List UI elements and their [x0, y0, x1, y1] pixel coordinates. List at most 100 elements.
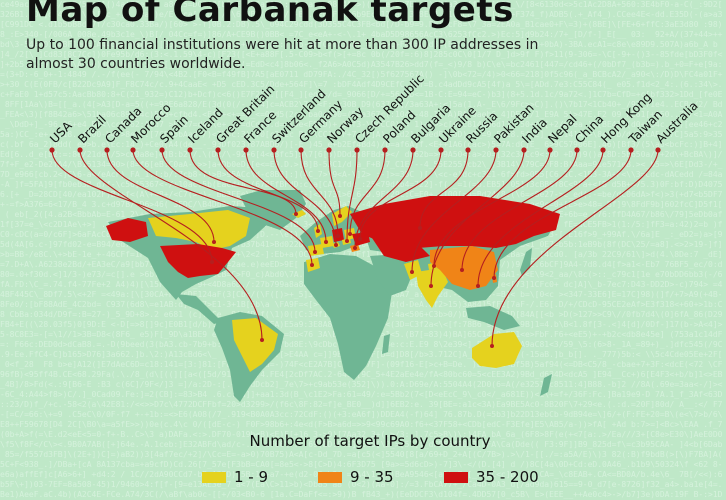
- land-japan: [520, 248, 532, 276]
- country-label-usa: USA: [47, 118, 75, 146]
- country-label-china: China: [572, 112, 606, 146]
- country-brazil: [232, 318, 278, 372]
- target-dot-czech-republic: [345, 239, 349, 243]
- leader-dot-brazil: [77, 147, 83, 153]
- target-dot-usa: [210, 260, 214, 264]
- leader-dot-india: [521, 147, 527, 153]
- target-dot-poland: [348, 232, 352, 236]
- leader-line-brazil: [79, 149, 263, 341]
- target-dot-great-britain: [316, 229, 320, 233]
- country-kazakhstan: [372, 238, 430, 262]
- leader-dot-ukraine: [438, 147, 444, 153]
- page-subtitle: Up to 100 financial institutions were hi…: [26, 37, 539, 72]
- target-dot-nepal: [432, 264, 436, 268]
- leader-line-usa: [51, 149, 213, 263]
- target-dot-morocco: [310, 263, 314, 267]
- target-dot-china: [460, 268, 464, 272]
- country-usa-alaska: [106, 218, 148, 242]
- leader-line-australia: [491, 149, 659, 347]
- target-dot-norway: [338, 214, 342, 218]
- leader-line-switzerland: [273, 149, 337, 246]
- leader-lines: [49, 147, 661, 348]
- country-label-nepal: Nepal: [545, 112, 579, 146]
- land-new-zealand: [540, 374, 552, 396]
- legend-swatch-high: [444, 472, 468, 483]
- target-dot-russia: [418, 226, 422, 230]
- legend-label-low: 1 - 9: [234, 468, 269, 486]
- leader-dot-australia: [655, 147, 661, 153]
- leader-line-great-britain: [217, 149, 319, 232]
- target-dot-taiwan: [492, 276, 496, 280]
- target-dot-france: [324, 240, 328, 244]
- leader-line-india: [430, 149, 525, 287]
- leader-dot-poland: [382, 147, 388, 153]
- legend-swatch-medium: [318, 472, 342, 483]
- leader-line-poland: [349, 149, 386, 235]
- leader-dot-taiwan: [628, 147, 634, 153]
- target-dot-brazil: [260, 338, 264, 342]
- country-usa: [160, 244, 236, 278]
- country-india: [416, 268, 448, 308]
- leader-line-canada: [106, 149, 215, 243]
- leader-dot-spain: [159, 147, 165, 153]
- leader-line-germany: [300, 149, 339, 237]
- leader-line-france: [245, 149, 327, 243]
- legend-label-medium: 9 - 35: [350, 468, 394, 486]
- leader-dot-norway: [326, 147, 332, 153]
- land-central-america: [176, 294, 222, 324]
- country-russia: [350, 196, 560, 248]
- leader-dot-canada: [104, 147, 110, 153]
- country-label-australia: Australia: [653, 99, 700, 146]
- country-australia: [472, 332, 522, 368]
- leader-line-hong-kong: [477, 149, 604, 287]
- leader-line-russia: [419, 149, 469, 229]
- leader-dot-russia: [465, 147, 471, 153]
- leader-dot-hong-kong: [600, 147, 606, 153]
- leader-line-morocco: [132, 149, 313, 266]
- leader-line-taiwan: [493, 149, 632, 279]
- leader-line-norway: [328, 149, 341, 217]
- target-dot-canada: [212, 240, 216, 244]
- leader-line-ukraine: [359, 149, 442, 240]
- legend-swatch-low: [202, 472, 226, 483]
- target-dot-pakistan: [410, 270, 414, 274]
- leader-dot-morocco: [130, 147, 136, 153]
- land-sea-islands: [466, 306, 520, 330]
- page-title: Map of Carbanak targets: [26, 0, 514, 30]
- leader-dot-nepal: [547, 147, 553, 153]
- target-dot-spain: [313, 250, 317, 254]
- leader-line-nepal: [433, 149, 551, 267]
- legend-title: Number of target IPs by country: [249, 432, 491, 450]
- leader-dot-great-britain: [215, 147, 221, 153]
- target-dot-ukraine: [358, 237, 362, 241]
- leader-dot-bulgaria: [410, 147, 416, 153]
- leader-dot-usa: [49, 147, 55, 153]
- leader-dot-pakistan: [493, 147, 499, 153]
- target-dot-iceland: [294, 212, 298, 216]
- country-iceland: [292, 210, 306, 218]
- leader-dot-france: [243, 147, 249, 153]
- land-africa: [304, 254, 392, 380]
- land-madagascar: [382, 334, 390, 354]
- target-dot-india: [429, 284, 433, 288]
- target-dot-australia: [490, 344, 494, 348]
- country-china: [430, 246, 498, 290]
- leader-dot-germany: [298, 147, 304, 153]
- country-labels: USA BrazilCanadaMoroccoSpainIcelandGreat …: [47, 72, 700, 147]
- leader-dot-iceland: [187, 147, 193, 153]
- leader-dot-china: [574, 147, 580, 153]
- leader-line-china: [461, 149, 578, 271]
- leader-line-spain: [161, 149, 316, 253]
- country-label-brazil: Brazil: [75, 113, 109, 147]
- country-spain: [308, 244, 324, 256]
- land-arabia: [370, 254, 414, 296]
- target-dot-switzerland: [334, 243, 338, 247]
- leader-line-pakistan: [411, 149, 497, 273]
- legend-label-high: 35 - 200: [476, 468, 539, 486]
- leader-line-czech-republic: [346, 149, 358, 242]
- leader-line-iceland: [189, 149, 297, 215]
- target-dot-bulgaria: [353, 246, 357, 250]
- target-dot-hong-kong: [476, 284, 480, 288]
